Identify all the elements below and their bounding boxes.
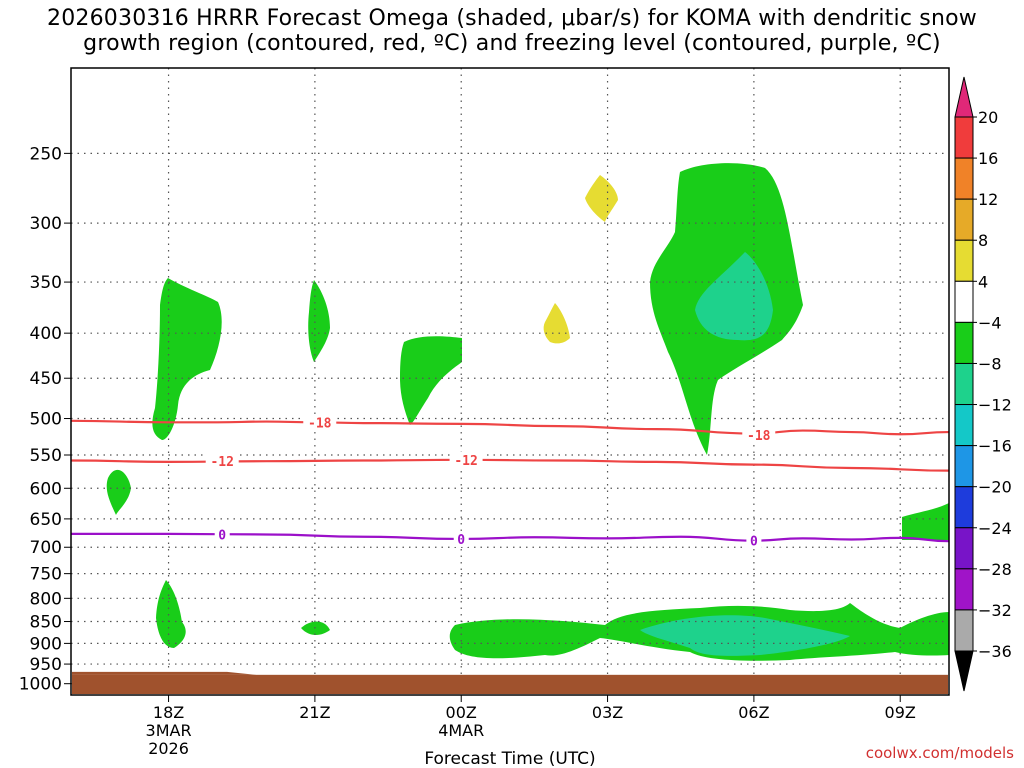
colorbar-bottom-arrow — [954, 650, 974, 692]
omega-region-green — [152, 278, 222, 440]
y-tick-label: 1000 — [19, 675, 62, 695]
colorbar-swatch — [954, 609, 974, 652]
colorbar-swatch — [954, 568, 974, 611]
omega-shading — [106, 163, 949, 661]
credit-text: coolwx.com/models — [866, 744, 1014, 762]
x-tick-label: 09Z — [885, 703, 916, 722]
omega-region-yellow — [543, 303, 570, 344]
freezing-level-label: 0 — [750, 535, 758, 550]
colorbar-swatch — [954, 486, 974, 529]
ground-surface — [72, 674, 948, 694]
dgz-contour-label-bg — [742, 427, 776, 444]
colorbar-swatch — [954, 321, 974, 364]
y-tick-label: 400 — [30, 324, 62, 344]
x-tick-label: 06Z — [738, 703, 769, 722]
omega-region-green — [902, 503, 949, 540]
colorbar-swatch — [954, 116, 974, 159]
y-tick-label: 550 — [30, 446, 62, 466]
x-tick-label: 00Z — [446, 703, 477, 722]
ground-surface-edge — [72, 671, 257, 675]
x-date-label: 2026 — [148, 739, 189, 758]
y-tick-label: 450 — [30, 369, 62, 389]
y-tick-label: 750 — [30, 565, 62, 585]
x-date-label: 4MAR — [438, 721, 484, 740]
title-line-1: 2026030316 HRRR Forecast Omega (shaded, … — [47, 6, 977, 31]
x-date-label: 3MAR — [146, 721, 192, 740]
colorbar-label: −24 — [978, 519, 1012, 538]
dgz-contour-line — [71, 419, 949, 436]
chart-title: 2026030316 HRRR Forecast Omega (shaded, … — [0, 6, 1024, 56]
colorbar-swatch — [954, 239, 974, 282]
omega-region-green — [106, 469, 131, 515]
colorbar-label: −12 — [978, 396, 1012, 415]
y-tick-label: 600 — [30, 479, 62, 499]
x-axis-label: Forecast Time (UTC) — [424, 749, 595, 768]
dgz-contour-label: -18 — [747, 429, 771, 444]
y-tick-label: 850 — [30, 613, 62, 633]
y-tick-label: 800 — [30, 589, 62, 609]
title-line-2: growth region (contoured, red, ºC) and f… — [83, 31, 941, 56]
colorbar-swatch — [954, 157, 974, 200]
y-tick-label: 900 — [30, 634, 62, 654]
y-tick-label: 350 — [30, 273, 62, 293]
freezing-level-label-bg — [746, 532, 762, 549]
y-tick-label: 950 — [30, 655, 62, 675]
freezing-level-line — [71, 532, 949, 543]
x-tick-label: 18Z — [153, 703, 184, 722]
dgz-contour-label: -12 — [454, 454, 477, 469]
freezing-level-label-bg — [453, 530, 469, 547]
omega-region-teal — [640, 615, 850, 656]
omega-region-green — [308, 280, 330, 362]
plot-frame — [70, 67, 950, 696]
colorbar-swatch — [954, 445, 974, 488]
colorbar-label: −8 — [978, 354, 1002, 373]
contour-labels: -18 -18 -12 -12 0 0 0 — [205, 414, 776, 550]
colorbar-label: −20 — [978, 478, 1012, 497]
colorbar-swatch — [954, 198, 974, 241]
y-tick-label: 300 — [30, 214, 62, 234]
y-tick-label: 250 — [30, 144, 62, 164]
colorbar-label: 12 — [978, 190, 998, 209]
colorbar-label: 8 — [978, 231, 988, 250]
colorbar-swatch — [954, 527, 974, 570]
colorbar-label: −28 — [978, 560, 1012, 579]
y-tick-label: 650 — [30, 510, 62, 530]
colorbar: 20 16 12 8 4 −4 −8 −12 −16 −20 −24 −28 −32 −36 — [954, 76, 1012, 692]
freezing-level-label: 0 — [218, 528, 226, 543]
omega-region-green — [156, 580, 186, 648]
y-axis: 2503003504004505005506006507007508008509… — [19, 144, 71, 695]
colorbar-swatch — [954, 404, 974, 447]
colorbar-label: −4 — [978, 313, 1002, 332]
dgz-contour-label: -12 — [210, 455, 233, 470]
x-tick-label: 21Z — [299, 703, 330, 722]
plot-background — [71, 68, 949, 695]
colorbar-label: 16 — [978, 149, 998, 168]
omega-region-green — [301, 621, 330, 635]
colorbar-top-arrow — [954, 76, 974, 118]
freezing-level-label: 0 — [457, 533, 465, 548]
colorbar-swatch — [954, 280, 974, 323]
y-tick-label: 500 — [30, 410, 62, 430]
colorbar-swatch — [954, 362, 974, 406]
colorbar-label: −16 — [978, 437, 1012, 456]
colorbar-label: 4 — [978, 272, 988, 291]
colorbar-label: −36 — [978, 642, 1012, 661]
omega-region-green — [400, 336, 462, 425]
dgz-contour-label-bg — [449, 451, 483, 468]
colorbar-label: −32 — [978, 601, 1012, 620]
dgz-contour-label-bg — [303, 414, 337, 431]
freezing-level-label-bg — [214, 526, 230, 543]
gridlines — [71, 68, 949, 695]
y-tick-label: 700 — [30, 538, 62, 558]
dgz-contour-label: -18 — [308, 416, 332, 431]
omega-region-yellow — [585, 175, 618, 222]
colorbar-label: 20 — [978, 108, 998, 127]
x-tick-label: 03Z — [592, 703, 623, 722]
omega-region-teal — [695, 252, 773, 341]
dgz-contour-label-bg — [205, 453, 239, 470]
